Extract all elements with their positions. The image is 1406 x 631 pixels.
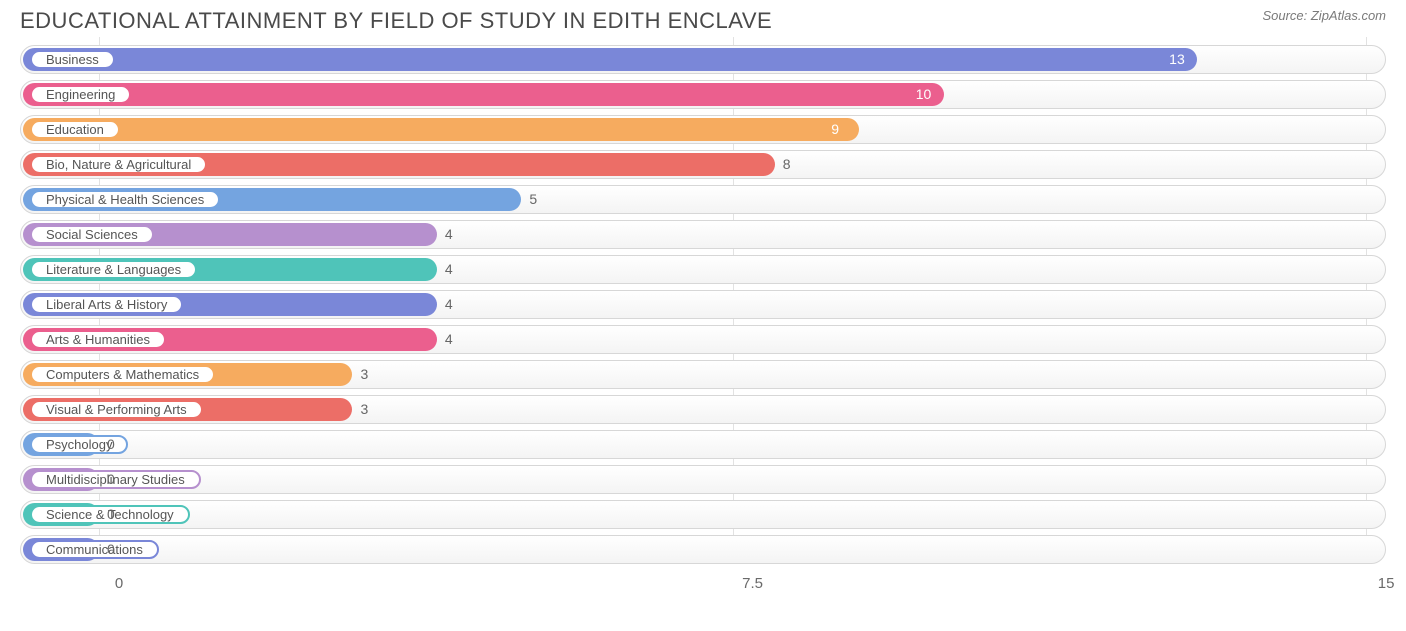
bar-row: Education 9 — [20, 114, 1386, 145]
bar-row: Arts & Humanities 4 — [20, 324, 1386, 355]
bar — [23, 83, 944, 106]
bar-row: Computers & Mathematics 3 — [20, 359, 1386, 390]
value-label: 0 — [107, 471, 115, 487]
bar-row: Liberal Arts & History 4 — [20, 289, 1386, 320]
chart-title: EDUCATIONAL ATTAINMENT BY FIELD OF STUDY… — [20, 8, 772, 34]
x-axis: 07.515 — [20, 569, 1386, 605]
value-label: 4 — [445, 226, 453, 242]
value-label: 10 — [916, 86, 932, 102]
category-badge: Literature & Languages — [30, 260, 197, 279]
bar-row: Psychology0 — [20, 429, 1386, 460]
chart-area: Business 13 Engineering 10 Education 9 Bio, Na… — [0, 38, 1406, 565]
bar-row: Physical & Health Sciences 5 — [20, 184, 1386, 215]
value-label: 8 — [783, 156, 791, 172]
bar-row: Communications0 — [20, 534, 1386, 565]
value-label: 4 — [445, 261, 453, 277]
value-label: 0 — [107, 506, 115, 522]
value-label: 0 — [107, 541, 115, 557]
category-badge: Business — [30, 50, 115, 69]
category-badge: Education — [30, 120, 120, 139]
category-badge: Bio, Nature & Agricultural — [30, 155, 207, 174]
bar-row: Engineering 10 — [20, 79, 1386, 110]
bar — [23, 118, 859, 141]
bar-track — [20, 500, 1386, 529]
value-label: 13 — [1169, 51, 1185, 67]
x-tick-label: 0 — [115, 575, 123, 592]
category-badge: Communications — [30, 540, 159, 559]
bar-row: Literature & Languages 4 — [20, 254, 1386, 285]
bar-row: Visual & Performing Arts 3 — [20, 394, 1386, 425]
bar-row: Multidisciplinary Studies0 — [20, 464, 1386, 495]
bar — [23, 48, 1197, 71]
chart-header: EDUCATIONAL ATTAINMENT BY FIELD OF STUDY… — [0, 0, 1406, 38]
bar-track — [20, 535, 1386, 564]
bars-region: Business 13 Engineering 10 Education 9 Bio, Na… — [20, 44, 1386, 565]
bar-track — [20, 465, 1386, 494]
chart-source: Source: ZipAtlas.com — [1262, 8, 1386, 23]
bar-row: Social Sciences 4 — [20, 219, 1386, 250]
value-label: 3 — [360, 401, 368, 417]
bar-row: Science & Technology0 — [20, 499, 1386, 530]
category-badge: Visual & Performing Arts — [30, 400, 203, 419]
value-label: 5 — [529, 191, 537, 207]
category-badge: Arts & Humanities — [30, 330, 166, 349]
bar-track — [20, 430, 1386, 459]
x-tick-label: 15 — [1378, 575, 1395, 592]
category-badge: Engineering — [30, 85, 131, 104]
value-label: 4 — [445, 331, 453, 347]
value-label: 3 — [360, 366, 368, 382]
bar-row: Bio, Nature & Agricultural 8 — [20, 149, 1386, 180]
value-label: 0 — [107, 436, 115, 452]
x-tick-label: 7.5 — [742, 575, 763, 592]
value-label: 4 — [445, 296, 453, 312]
bar-row: Business 13 — [20, 44, 1386, 75]
category-badge: Physical & Health Sciences — [30, 190, 220, 209]
category-badge: Multidisciplinary Studies — [30, 470, 201, 489]
value-label: 9 — [831, 121, 839, 137]
category-badge: Computers & Mathematics — [30, 365, 215, 384]
category-badge: Social Sciences — [30, 225, 154, 244]
category-badge: Liberal Arts & History — [30, 295, 183, 314]
